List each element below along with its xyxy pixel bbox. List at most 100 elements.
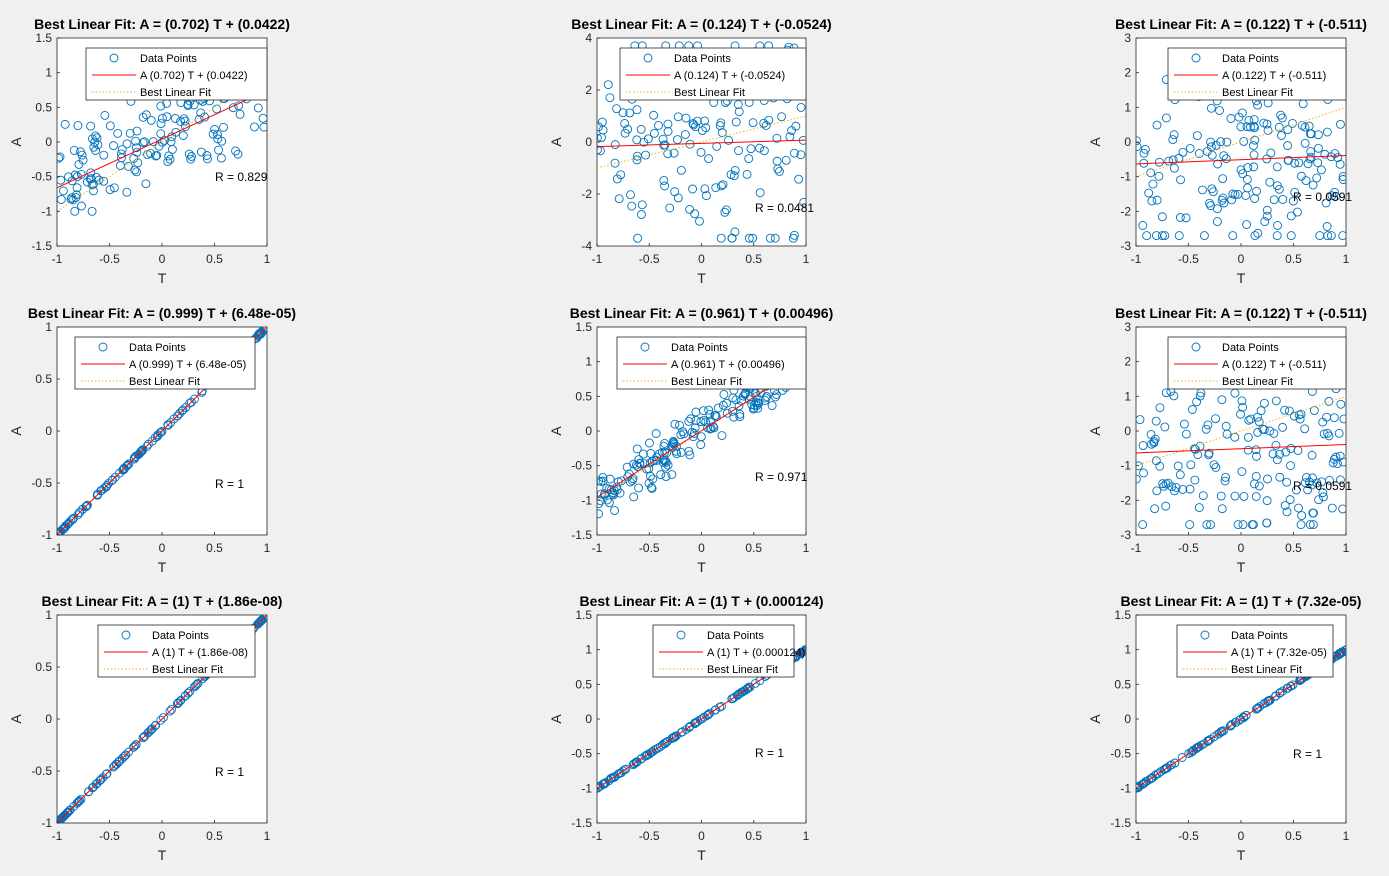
x-axis-label: T: [1237, 847, 1246, 863]
r-annotation: R = 0.829: [215, 170, 268, 184]
data-point: [651, 744, 661, 754]
y-tick-label: 1: [45, 66, 52, 80]
data-point: [690, 423, 700, 433]
data-point: [623, 124, 633, 134]
data-point: [1187, 405, 1197, 414]
data-point: [610, 506, 620, 515]
data-point: [1335, 159, 1345, 169]
legend-entry: Data Points: [1222, 53, 1279, 65]
data-point: [1294, 410, 1304, 420]
data-point: [709, 423, 719, 433]
x-tick-label: -0.5: [1178, 252, 1199, 266]
data-point: [734, 401, 744, 411]
data-point: [717, 128, 727, 138]
y-axis-label: A: [548, 426, 564, 436]
data-point: [130, 741, 140, 751]
data-point: [1305, 520, 1315, 530]
legend-entry: A (0.702) T + (0.0422): [140, 70, 248, 82]
data-point: [1160, 422, 1170, 432]
x-tick-label: 0.5: [206, 829, 223, 843]
data-point: [1226, 721, 1236, 730]
data-point: [660, 739, 670, 749]
data-point: [156, 427, 166, 437]
data-point: [1136, 136, 1141, 146]
data-point: [1136, 142, 1142, 152]
data-point: [87, 134, 97, 144]
data-point: [1233, 189, 1243, 199]
x-tick-label: 1: [264, 252, 271, 266]
data-point: [1327, 191, 1337, 201]
data-point: [597, 499, 604, 509]
data-point: [1206, 137, 1216, 147]
data-point: [1149, 438, 1159, 448]
data-point: [255, 329, 265, 339]
data-point: [693, 717, 703, 726]
data-point: [663, 119, 673, 129]
x-tick-label: -0.5: [639, 541, 660, 555]
data-point: [710, 705, 720, 715]
data-point: [658, 134, 668, 144]
data-point: [156, 715, 166, 725]
data-point: [761, 121, 771, 130]
data-point: [724, 135, 733, 145]
data-point: [1338, 231, 1346, 241]
data-point: [597, 783, 602, 793]
data-point: [89, 186, 98, 196]
x-tick-label: -0.5: [99, 829, 120, 843]
data-point: [722, 205, 731, 215]
data-point: [1216, 491, 1226, 501]
data-point: [175, 408, 185, 418]
data-point: [1155, 403, 1165, 413]
subplot-4: -1 -0.5 0 0.5 1 -1 -0.5 0 0.5 1 T A Best Linear Fit:…: [8, 305, 296, 575]
y-tick-label: -0.5: [31, 476, 52, 490]
data-point: [1252, 451, 1261, 461]
data-point: [78, 504, 88, 514]
data-point: [57, 529, 63, 535]
data-point: [722, 408, 732, 418]
data-point: [1262, 119, 1272, 129]
data-point: [1336, 475, 1345, 485]
data-point: [191, 681, 201, 691]
data-point: [1278, 195, 1288, 204]
data-point: [796, 150, 806, 160]
data-point: [1330, 187, 1340, 197]
data-point: [663, 149, 673, 159]
legend-box: [97, 624, 256, 678]
data-point: [1272, 231, 1282, 241]
r-annotation: R = 0.0591: [1293, 190, 1352, 204]
x-tick-label: 0: [1238, 541, 1245, 555]
data-point: [798, 647, 806, 657]
legend: Data Points A (0.122) T + (-0.511) Best Li…: [1167, 47, 1347, 101]
legend: Data Points A (0.999) T + (6.48e-05) Best …: [74, 336, 256, 390]
y-tick-label: -1: [41, 204, 52, 218]
data-point: [748, 233, 758, 243]
data-point: [1236, 409, 1245, 419]
data-point: [1157, 212, 1167, 222]
data-point: [143, 439, 153, 449]
data-point: [639, 137, 649, 147]
r-annotation: R = 1: [215, 477, 244, 491]
legend-marker-icon: [121, 630, 131, 640]
data-point: [1324, 431, 1334, 441]
data-point: [597, 117, 607, 127]
data-point: [1221, 421, 1231, 431]
y-axis-label: A: [8, 426, 24, 436]
data-point: [1303, 159, 1313, 169]
data-point: [86, 168, 96, 178]
data-point: [1190, 444, 1200, 454]
y-tick-label: 2: [1124, 355, 1131, 369]
x-tick-label: -1: [1131, 541, 1142, 555]
data-point: [257, 615, 267, 625]
data-point: [799, 197, 806, 207]
x-tick-label: -1: [52, 252, 63, 266]
data-point: [1169, 130, 1179, 140]
data-point: [64, 518, 74, 528]
y-tick-label: 0: [45, 712, 52, 726]
plot-area: [597, 645, 806, 793]
legend-entry: Data Points: [1222, 342, 1279, 354]
data-point: [636, 124, 646, 134]
data-point: [1253, 228, 1263, 238]
data-point: [1238, 169, 1248, 179]
